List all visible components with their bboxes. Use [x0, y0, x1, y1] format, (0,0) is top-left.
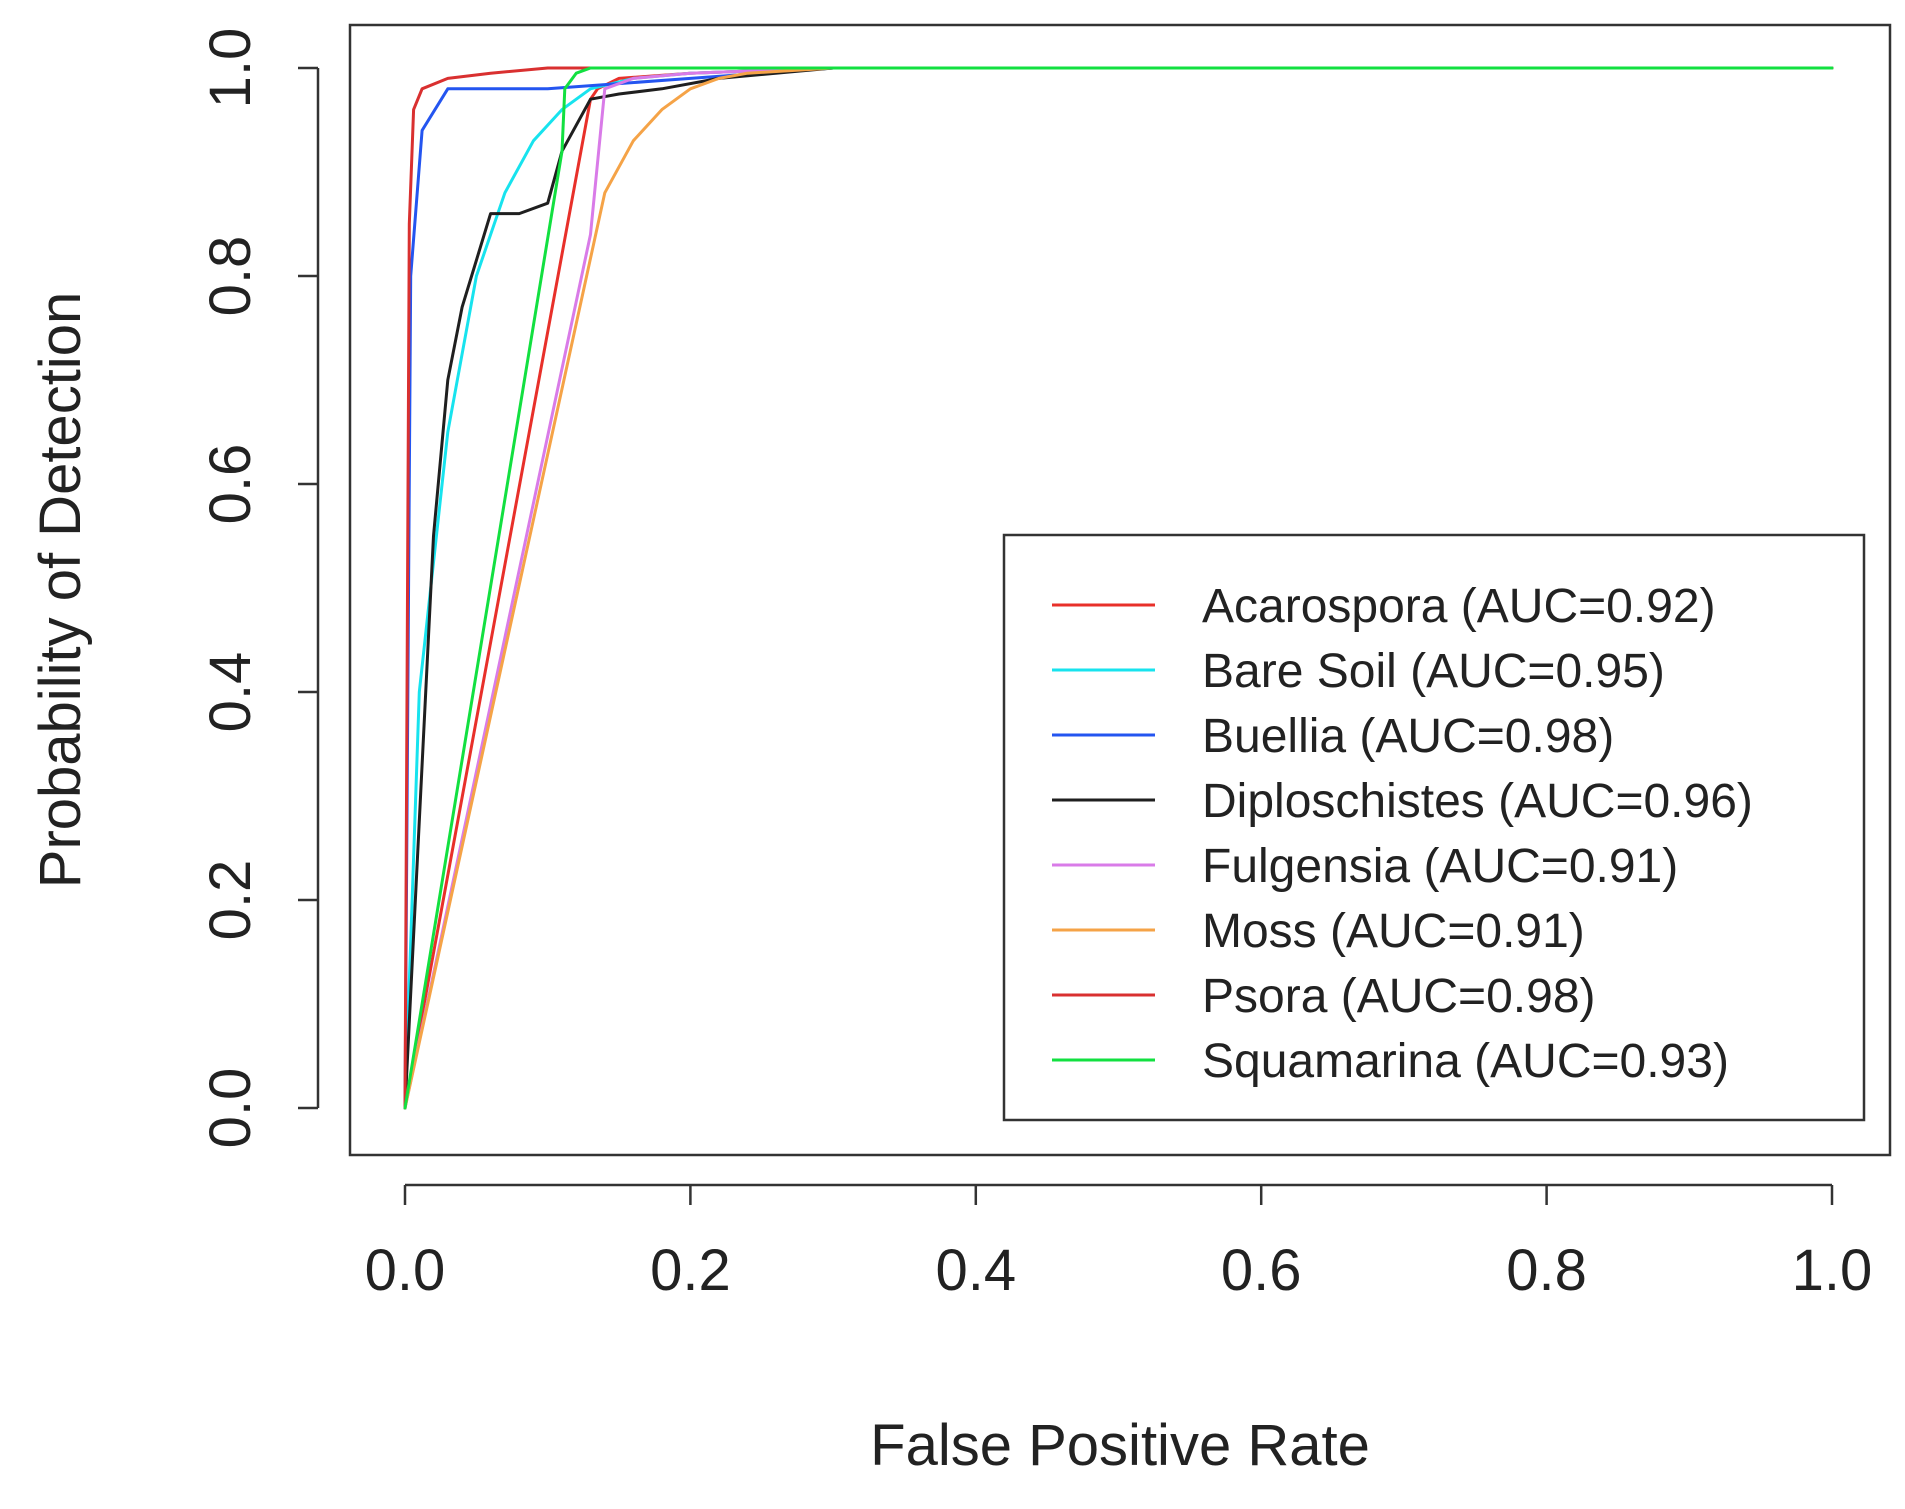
- x-tick-label: 0.4: [935, 1238, 1016, 1303]
- series-line-moss: [403, 66, 1834, 1110]
- legend-items: Acarospora (AUC=0.92) Bare Soil (AUC=0.95…: [1052, 580, 1753, 1088]
- x-axis: 0.0 0.2 0.4 0.6 0.8 1.0: [365, 1183, 1873, 1303]
- legend-box: [1002, 533, 1866, 1122]
- legend: Acarospora (AUC=0.92) Bare Soil (AUC=0.95…: [1002, 533, 1866, 1122]
- series-line-squamarina: [403, 66, 1834, 1110]
- legend-label: Fulgensia (AUC=0.91): [1202, 840, 1678, 893]
- y-tick-label: 0.6: [198, 444, 263, 525]
- legend-label: Bare Soil (AUC=0.95): [1202, 645, 1665, 698]
- plot-frame: [348, 23, 1892, 1157]
- y-tick-label: 0.0: [198, 1068, 263, 1149]
- legend-label: Squamarina (AUC=0.93): [1202, 1035, 1729, 1088]
- legend-label: Diploschistes (AUC=0.96): [1202, 775, 1753, 828]
- legend-label: Moss (AUC=0.91): [1202, 905, 1585, 958]
- x-tick-label: 0.0: [365, 1238, 446, 1303]
- series-line-diploschistes: [403, 66, 1834, 1110]
- y-tick-label: 1.0: [198, 28, 263, 109]
- x-tick-label: 0.6: [1221, 1238, 1302, 1303]
- legend-label: Buellia (AUC=0.98): [1202, 710, 1614, 763]
- y-axis-title: Probability of Detection: [28, 292, 93, 888]
- legend-label: Acarospora (AUC=0.92): [1202, 580, 1716, 633]
- series-lines: [403, 66, 1834, 1110]
- x-tick-label: 1.0: [1792, 1238, 1873, 1303]
- x-tick-label: 0.8: [1506, 1238, 1587, 1303]
- y-tick-label: 0.8: [198, 236, 263, 317]
- y-tick-label: 0.2: [198, 860, 263, 941]
- x-tick-label: 0.2: [650, 1238, 731, 1303]
- y-axis: 0.0 0.2 0.4 0.6 0.8 1.0: [198, 28, 320, 1149]
- y-tick-label: 0.4: [198, 652, 263, 733]
- legend-label: Psora (AUC=0.98): [1202, 970, 1596, 1023]
- x-axis-title: False Positive Rate: [870, 1413, 1370, 1478]
